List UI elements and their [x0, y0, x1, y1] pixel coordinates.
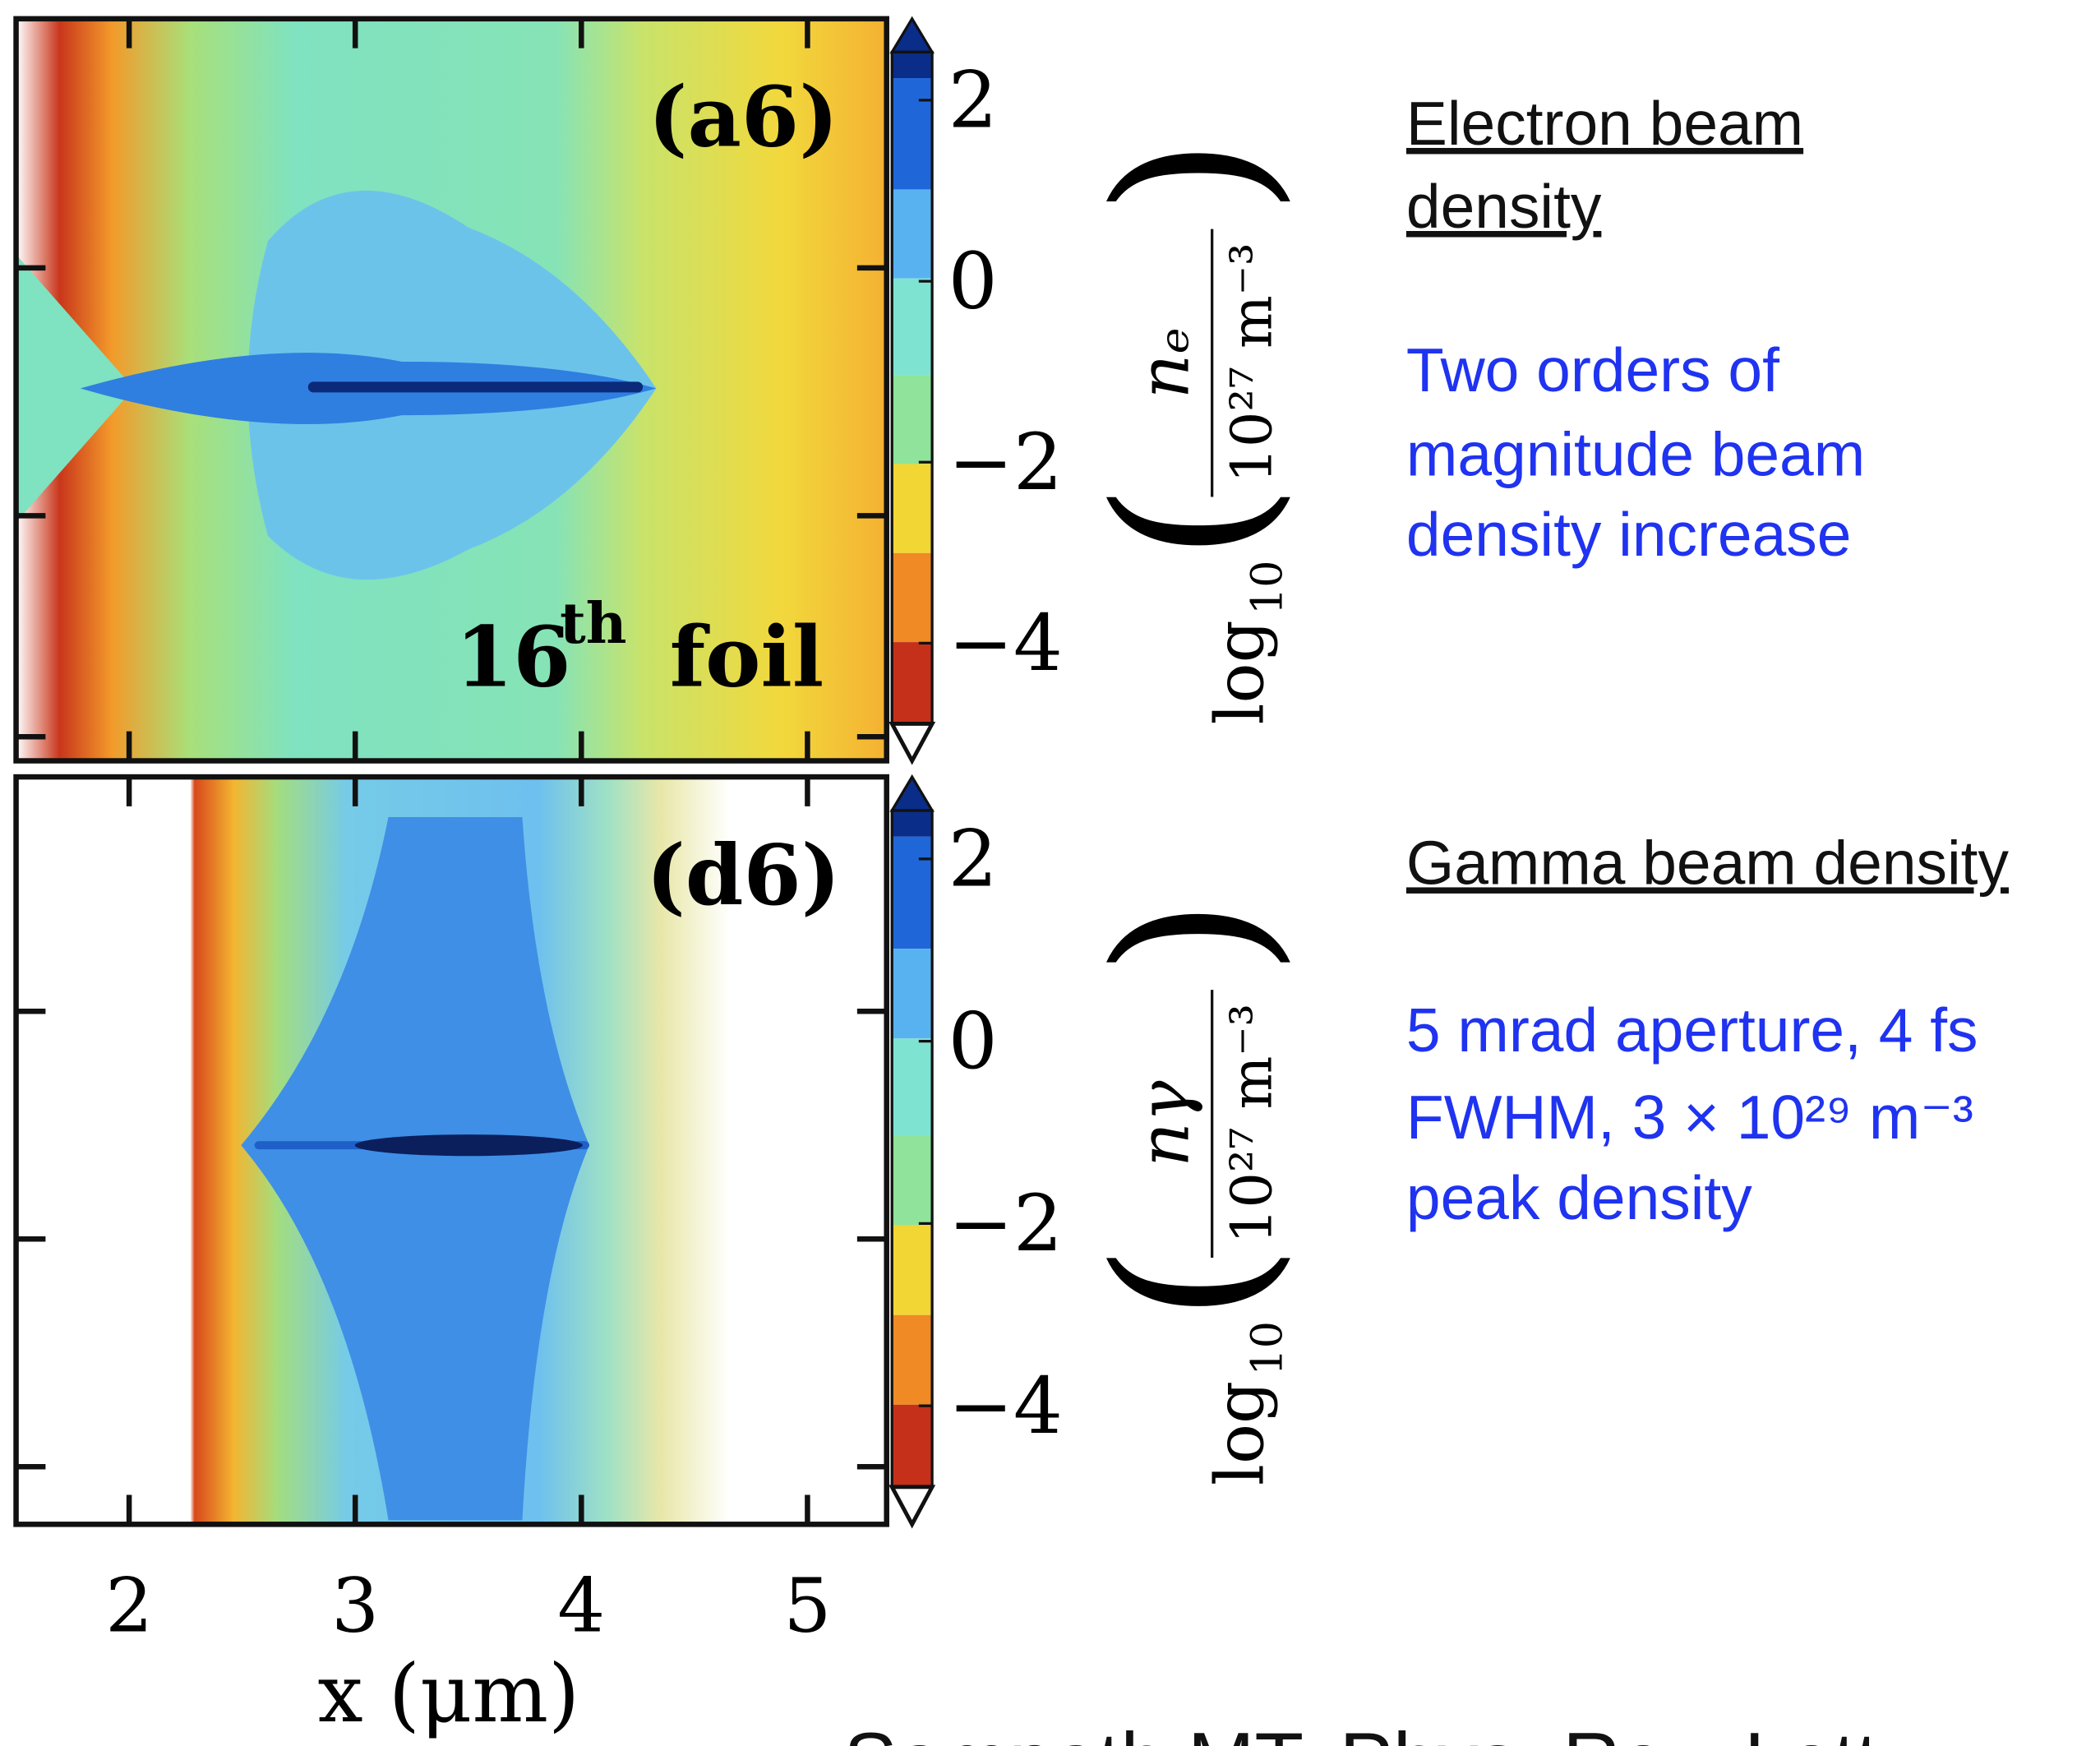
- annotation-suffix: th: [560, 591, 626, 657]
- citation: Sampath MT, Phys. Rev. Lett: [844, 1716, 1879, 1746]
- note-text: 5 mrad aperture, 4 fs: [1406, 995, 1978, 1065]
- colorbar-tick-label: −2: [948, 418, 1063, 508]
- x-tick-label: 4: [557, 1562, 605, 1650]
- colorbar-segment: [892, 78, 933, 190]
- panel-label: (a6): [648, 68, 838, 166]
- colorbar-label-sub: 10: [1243, 561, 1292, 615]
- colorbar-tick-label: −4: [948, 598, 1063, 689]
- colorbar-label-numerator: nγ: [1123, 1080, 1204, 1167]
- panel-label: (d6): [646, 826, 841, 924]
- annotation-number: 16: [455, 607, 571, 705]
- colorbar-segment: [892, 464, 933, 553]
- heatmap-image: [16, 254, 134, 523]
- colorbar-segment: [892, 1404, 933, 1487]
- colorbar-label-sub: 10: [1243, 1321, 1292, 1375]
- colorbar-label-numerator: nₑ: [1123, 327, 1204, 399]
- colorbar-segment: [892, 1314, 933, 1405]
- colorbar-segment: [892, 836, 933, 949]
- colorbar-segment: [892, 811, 933, 837]
- colorbar-tick-label: 2: [948, 55, 998, 146]
- colorbar-arrow: [888, 721, 936, 765]
- colorbar-segment: [892, 552, 933, 643]
- colorbar-segment: [892, 189, 933, 279]
- colorbar-label: log 10( nγ 10²⁷ m⁻³): [1073, 898, 1307, 1486]
- y-tick-mark: [16, 265, 887, 1470]
- colorbar-label-paren: (: [1073, 1244, 1307, 1322]
- note-text: density increase: [1406, 500, 1852, 569]
- annotation-word: foil: [670, 607, 824, 705]
- colorbar-tick-label: −2: [948, 1179, 1063, 1269]
- colorbar-tick-label: 0: [948, 996, 998, 1087]
- note-heading: density: [1406, 172, 1602, 241]
- x-axis-label: x (μm): [318, 1647, 580, 1741]
- x-tick-label: 2: [105, 1562, 153, 1650]
- colorbar-label-paren: ): [1073, 898, 1307, 977]
- heatmap-image: [241, 816, 589, 1521]
- colorbar-label-denominator: 10²⁷ m⁻³: [1219, 243, 1285, 483]
- colorbar-tick-label: −4: [948, 1361, 1063, 1452]
- plot-frame: [13, 774, 889, 1527]
- colorbar-arrow: [889, 16, 935, 54]
- colorbar-segment: [892, 1038, 933, 1136]
- colorbar-segment: [892, 52, 933, 79]
- colorbar-label-log: log: [1202, 1381, 1280, 1485]
- plot-frame: [13, 16, 889, 764]
- colorbar-tick-label: 0: [948, 237, 998, 327]
- note-heading: Electron beam: [1406, 89, 1803, 158]
- panels: [16, 18, 887, 1525]
- x-tick-label: 5: [783, 1562, 831, 1650]
- note-heading: Gamma beam density: [1406, 828, 2010, 897]
- colorbar-arrow: [888, 1485, 936, 1529]
- colorbar-label-paren: ): [1073, 137, 1307, 215]
- colorbar-tick-label: 2: [948, 814, 998, 904]
- x-tick-label: 3: [331, 1562, 379, 1650]
- heatmap-image: [354, 1134, 583, 1157]
- colorbar-label-denominator: 10²⁷ m⁻³: [1219, 1004, 1285, 1244]
- colorbar-segment: [892, 1135, 933, 1226]
- colorbar-segment: [892, 278, 933, 376]
- colorbar-label-log: log: [1202, 620, 1280, 724]
- note-text: FWHM, 3 × 10²⁹ m⁻³: [1406, 1083, 1973, 1152]
- colorbar-segment: [892, 642, 933, 724]
- colorbar-arrow: [889, 774, 935, 812]
- colorbar-segment: [892, 375, 933, 464]
- colorbar-frame: [890, 809, 934, 1489]
- colorbar-label-paren: (: [1073, 483, 1307, 561]
- heatmap-image: [307, 381, 644, 393]
- frames: [13, 16, 889, 1527]
- note-text: Two orders of: [1406, 335, 1779, 404]
- note-text: peak density: [1406, 1163, 1752, 1232]
- colorbar-frame: [890, 50, 934, 726]
- note-text: magnitude beam: [1406, 419, 1865, 488]
- colorbar-segment: [892, 949, 933, 1039]
- colorbar-segment: [892, 1225, 933, 1315]
